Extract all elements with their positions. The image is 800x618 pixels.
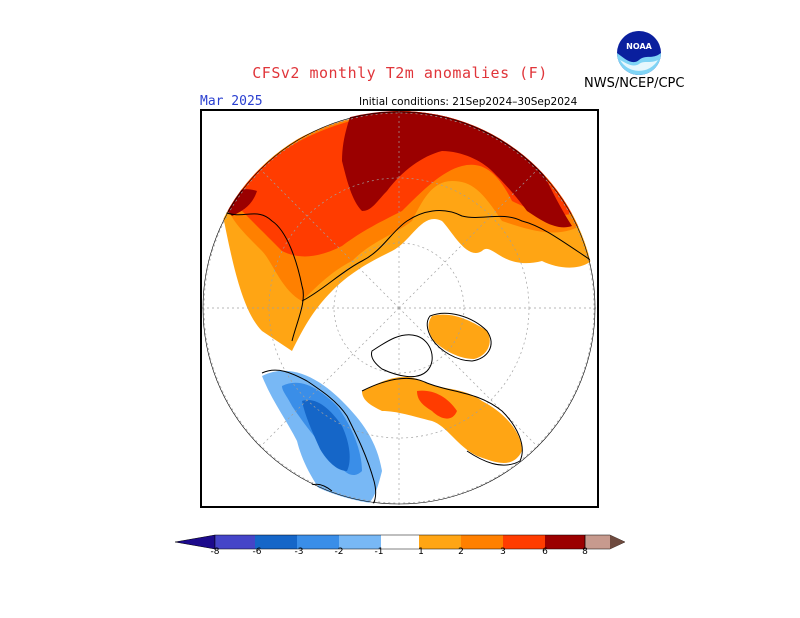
legend-box-6-8	[503, 535, 545, 549]
chart-title: CFSv2 monthly T2m anomalies (F)	[252, 64, 548, 82]
legend-box-gt-8	[545, 535, 585, 549]
initial-conditions: Initial conditions: 21Sep2024–30Sep2024	[359, 96, 578, 108]
map-frame	[200, 109, 599, 508]
agency-label: NWS/NCEP/CPC	[584, 76, 685, 91]
anomaly-region-canada-red	[417, 390, 457, 419]
legend-box-8-6	[255, 535, 297, 549]
legend-box-6-3	[297, 535, 339, 549]
anomaly-region-darkblue	[302, 400, 350, 471]
anomaly-region-greenland-orange	[428, 314, 490, 359]
legend-tick: 3	[500, 547, 506, 557]
legend-box-3-2	[339, 535, 381, 549]
svg-text:NOAA: NOAA	[626, 42, 652, 51]
legend-box-lt-8	[215, 535, 255, 549]
legend-tick: -8	[210, 547, 220, 557]
legend-tick: -6	[252, 547, 262, 557]
legend-box-2-1	[381, 535, 421, 549]
anomaly-region-darkred	[342, 111, 572, 228]
legend-tick: 8	[582, 547, 588, 557]
legend-tick: -3	[294, 547, 304, 557]
valid-month: Mar 2025	[200, 94, 263, 109]
legend-arrow-low	[174, 534, 216, 550]
legend-tick: 1	[418, 547, 424, 557]
legend-tick: 6	[542, 547, 548, 557]
legend-tick: 2	[458, 547, 464, 557]
legend-tick: -2	[334, 547, 344, 557]
legend-box-2-3	[419, 535, 461, 549]
noaa-logo: NOAA	[617, 31, 661, 75]
legend-box-3-6	[461, 535, 503, 549]
color-legend	[174, 534, 626, 550]
anomaly-region-canada-orange	[362, 376, 522, 463]
legend-tick: -1	[374, 547, 384, 557]
polar-map	[202, 111, 596, 505]
